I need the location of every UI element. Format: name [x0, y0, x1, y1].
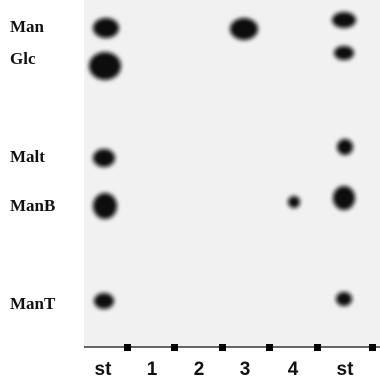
lane-mark [219, 344, 226, 351]
lane-mark [266, 344, 273, 351]
spot [332, 12, 356, 28]
spot [336, 292, 352, 306]
spot [93, 18, 119, 38]
spot [230, 18, 258, 40]
lane-label: st [95, 359, 113, 380]
lane-mark [124, 344, 131, 351]
row-label: Glc [10, 49, 36, 68]
lane-label: 1 [147, 359, 158, 380]
lane-label: st [337, 359, 355, 380]
lane-label: 3 [240, 359, 251, 380]
spot [94, 293, 114, 309]
lane-mark [314, 344, 321, 351]
row-label: ManT [10, 294, 56, 313]
spot [93, 193, 117, 219]
tlc-figure: Man Glc Malt ManB ManT st 1 2 3 4 st [0, 0, 380, 382]
spot [334, 46, 354, 60]
row-label: Man [10, 17, 45, 36]
spot [337, 139, 353, 155]
lane-label: 4 [288, 359, 299, 380]
lane-label: 2 [194, 359, 205, 380]
spot [333, 186, 355, 210]
row-label: ManB [10, 196, 55, 215]
spot [288, 196, 300, 208]
spot [89, 52, 121, 80]
lane-mark [369, 344, 376, 351]
spot [93, 149, 115, 167]
row-label: Malt [10, 147, 45, 166]
lane-mark [171, 344, 178, 351]
